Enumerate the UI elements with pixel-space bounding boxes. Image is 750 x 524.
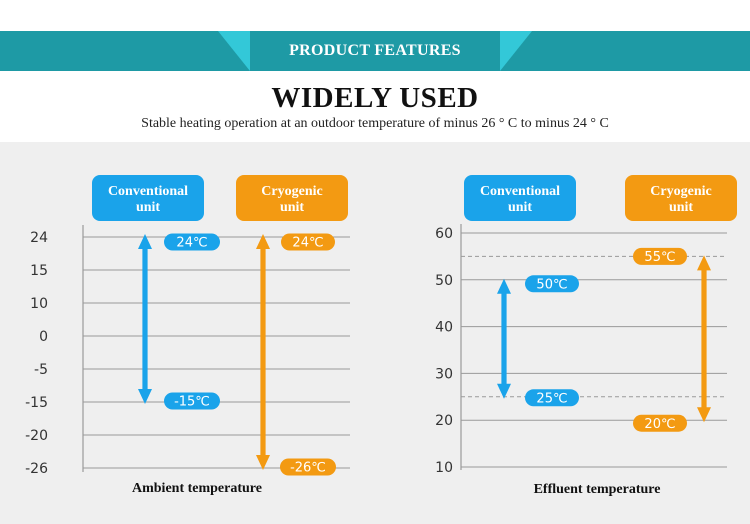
y-tick-label: 60 <box>435 226 453 242</box>
high-label-pill <box>164 233 220 251</box>
low-label-pill-text: -15℃ <box>174 395 210 410</box>
grid-lines <box>461 232 727 468</box>
cryogenic-unit-header <box>236 175 348 221</box>
high-label-pill-text: 55℃ <box>644 250 675 265</box>
banner-strip <box>0 31 750 71</box>
y-tick-label: 20 <box>435 413 453 429</box>
conventional-unit-header-line1: Conventional <box>108 184 188 199</box>
y-tick-label: 0 <box>39 329 48 345</box>
banner-band <box>0 31 750 71</box>
high-label-pill <box>525 275 579 293</box>
high-label-pill <box>633 247 687 265</box>
low-label-pill <box>280 458 336 476</box>
high-label-pill-text: 50℃ <box>536 277 567 292</box>
low-label-pill <box>525 389 579 407</box>
y-tick-label: 40 <box>435 320 453 336</box>
range-arrow <box>697 255 711 423</box>
low-label-pill-text: 20℃ <box>644 417 675 432</box>
conventional-unit-header-line2: unit <box>508 200 532 215</box>
y-tick-label: 30 <box>435 366 453 382</box>
banner-left-wing <box>218 31 250 71</box>
y-tick-label: 10 <box>435 460 453 476</box>
banner-right-wing <box>500 31 532 71</box>
high-label-pill-text: 24℃ <box>292 236 323 251</box>
conventional-unit-header-line1: Conventional <box>480 184 560 199</box>
x-axis-label: Effluent temperature <box>534 482 661 497</box>
conventional-unit-header <box>464 175 576 221</box>
ambient-temperature-chart: 2415100-5-15-20-26Conventionalunit24℃-15… <box>25 175 350 496</box>
range-arrow <box>256 234 270 470</box>
high-label-pill <box>281 233 335 251</box>
banner-title: PRODUCT FEATURES <box>289 42 461 59</box>
grid-lines <box>83 236 350 469</box>
low-label-pill-text: -26℃ <box>290 461 326 476</box>
y-tick-label: -26 <box>25 461 48 477</box>
effluent-temperature-chart: 605040302010Conventionalunit50℃25℃Cryoge… <box>435 175 737 497</box>
x-axis-label: Ambient temperature <box>132 481 262 496</box>
high-label-pill-text: 24℃ <box>176 236 207 251</box>
cryogenic-unit-header-line2: unit <box>280 200 304 215</box>
y-tick-label: -5 <box>34 362 48 378</box>
low-label-pill <box>633 414 687 432</box>
y-tick-label: 50 <box>435 273 453 289</box>
conventional-unit-header-line2: unit <box>136 200 160 215</box>
y-tick-label: 15 <box>30 263 48 279</box>
cryogenic-unit-header-line1: Cryogenic <box>261 184 322 199</box>
low-label-pill <box>164 392 220 410</box>
page-subtitle: Stable heating operation at an outdoor t… <box>141 116 609 131</box>
page-title: WIDELY USED <box>271 82 479 114</box>
conventional-unit-header <box>92 175 204 221</box>
y-tick-label: -15 <box>25 395 48 411</box>
cryogenic-unit-header <box>625 175 737 221</box>
y-tick-label: 24 <box>30 230 48 246</box>
y-tick-label: 10 <box>30 296 48 312</box>
y-tick-label: -20 <box>25 428 48 444</box>
low-label-pill-text: 25℃ <box>536 391 567 406</box>
range-arrow <box>138 234 152 404</box>
range-arrow <box>497 278 511 399</box>
cryogenic-unit-header-line1: Cryogenic <box>650 184 711 199</box>
cryogenic-unit-header-line2: unit <box>669 200 693 215</box>
